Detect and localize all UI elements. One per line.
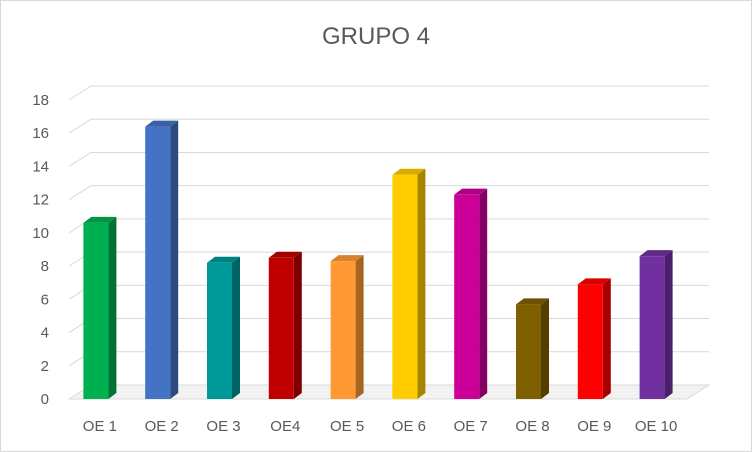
- x-axis-labels: OE 1 OE 2 OE 3 OE4 OE 5 OE 6 OE 7 OE 8 OE 9 OE 10: [83, 418, 678, 435]
- x-tick-label: OE 2: [145, 418, 179, 435]
- x-tick-label: OE 5: [330, 418, 364, 435]
- gridline: [68, 118, 709, 134]
- bar-front: [145, 126, 171, 400]
- gridline: [68, 151, 709, 167]
- bar-side: [108, 216, 117, 399]
- x-tick-label: OE 10: [635, 418, 678, 435]
- bar-side: [541, 298, 549, 399]
- bar-front: [330, 261, 356, 399]
- bar-top: [454, 188, 488, 195]
- bar-top: [268, 251, 302, 258]
- bar: [577, 278, 611, 399]
- bar-front: [577, 284, 603, 399]
- x-tick-label: OE 3: [206, 418, 240, 435]
- bar-side: [355, 255, 364, 399]
- bar: [639, 250, 673, 399]
- bar-front: [268, 257, 294, 399]
- bar-front: [516, 304, 541, 399]
- y-tick-label: 4: [41, 325, 49, 342]
- y-axis-labels: 0 2 4 6 8 10 12 14 16 18: [32, 92, 49, 408]
- bar: [83, 216, 117, 399]
- bar-front: [454, 194, 480, 399]
- bar: [145, 120, 179, 400]
- bar-front: [83, 222, 109, 399]
- y-tick-label: 6: [41, 291, 49, 308]
- bar-side: [170, 120, 179, 400]
- x-tick-label: OE 1: [83, 418, 117, 435]
- bar-top: [83, 216, 117, 223]
- bar-top: [639, 250, 673, 257]
- bar-front: [392, 174, 418, 399]
- bar-side: [664, 250, 673, 399]
- bar: [392, 168, 426, 399]
- y-tick-label: 12: [32, 192, 49, 209]
- bars: [83, 120, 673, 400]
- y-tick-label: 18: [32, 92, 49, 109]
- x-tick-label: OE 8: [515, 418, 549, 435]
- bar: [207, 256, 240, 399]
- bar-side: [232, 256, 240, 399]
- gridline: [68, 85, 709, 101]
- bar-top: [145, 120, 179, 127]
- y-tick-label: 10: [32, 225, 49, 242]
- bar: [330, 255, 364, 399]
- bar-front: [639, 256, 665, 399]
- bar-side: [293, 251, 302, 399]
- gridline: [68, 185, 709, 201]
- y-tick-label: 8: [41, 258, 49, 275]
- bar-top: [207, 256, 240, 263]
- bar-side: [417, 168, 426, 399]
- x-tick-label: OE 7: [454, 418, 488, 435]
- x-tick-label: OE4: [270, 418, 300, 435]
- x-tick-label: OE 9: [577, 418, 611, 435]
- bar-side: [602, 278, 611, 399]
- y-tick-label: 14: [32, 158, 49, 175]
- bar-top: [577, 278, 611, 285]
- x-tick-label: OE 6: [392, 418, 426, 435]
- chart-title: GRUPO 4: [321, 23, 431, 50]
- bar-top: [392, 168, 426, 175]
- bar: [268, 251, 302, 399]
- y-tick-label: 0: [41, 391, 49, 408]
- bar-top: [330, 255, 364, 262]
- bar-side: [479, 188, 488, 399]
- bar-top: [516, 298, 549, 305]
- bar: [516, 298, 549, 399]
- y-tick-label: 16: [32, 125, 49, 142]
- bar-front: [207, 262, 232, 399]
- bar: [454, 188, 488, 399]
- y-tick-label: 2: [41, 358, 49, 375]
